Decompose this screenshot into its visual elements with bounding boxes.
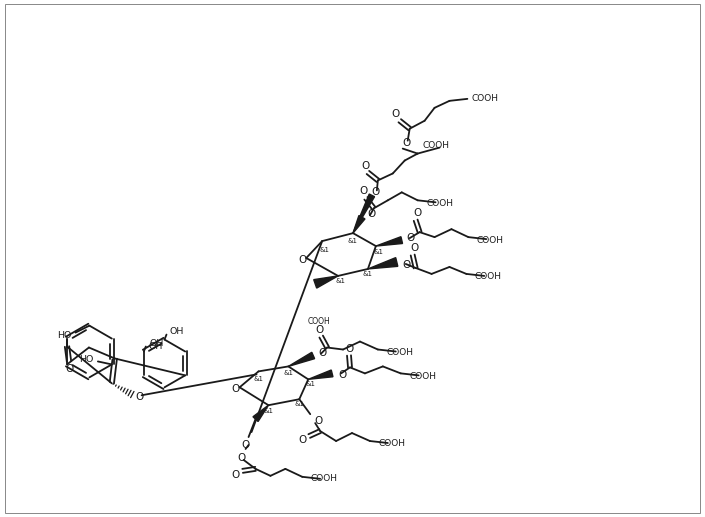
Text: COOH: COOH	[379, 438, 405, 448]
Text: COOH: COOH	[311, 474, 338, 483]
Text: O: O	[345, 343, 353, 354]
Text: COOH: COOH	[422, 141, 450, 150]
Text: O: O	[238, 453, 246, 463]
Text: COOH: COOH	[426, 199, 453, 208]
Text: &1: &1	[294, 401, 305, 407]
Polygon shape	[314, 276, 338, 288]
Text: O: O	[392, 109, 400, 119]
Polygon shape	[253, 405, 269, 421]
Text: &1: &1	[305, 382, 315, 387]
Text: OH: OH	[149, 342, 163, 351]
Text: COOH: COOH	[474, 272, 502, 281]
Text: COOH: COOH	[477, 236, 504, 245]
Text: O: O	[360, 186, 368, 196]
Text: COOH: COOH	[472, 95, 498, 103]
Text: &1: &1	[264, 408, 274, 414]
Text: O: O	[315, 325, 324, 334]
Text: O: O	[338, 370, 346, 381]
Text: O: O	[314, 416, 322, 426]
Text: &1: &1	[283, 370, 293, 376]
Polygon shape	[368, 257, 398, 269]
Text: O: O	[298, 435, 307, 445]
Text: O: O	[410, 243, 419, 253]
Text: O: O	[407, 233, 415, 243]
Text: OH: OH	[149, 339, 164, 348]
Text: COOH: COOH	[386, 348, 413, 357]
Text: O: O	[135, 392, 144, 402]
Text: O: O	[298, 255, 307, 265]
Text: &1: &1	[348, 238, 358, 244]
Polygon shape	[353, 194, 374, 233]
Polygon shape	[308, 370, 333, 379]
Text: O: O	[367, 209, 375, 219]
Text: HO: HO	[80, 355, 94, 364]
Text: COOH: COOH	[409, 372, 436, 381]
Text: O: O	[241, 440, 250, 450]
Polygon shape	[376, 237, 403, 246]
Text: OH: OH	[169, 327, 184, 336]
Text: &1: &1	[374, 249, 384, 255]
Polygon shape	[288, 352, 314, 367]
Text: O: O	[65, 364, 73, 374]
Text: O: O	[318, 348, 326, 358]
Text: &1: &1	[254, 376, 264, 383]
Text: COOH: COOH	[308, 317, 331, 326]
Text: O: O	[362, 160, 370, 171]
Text: O: O	[403, 138, 411, 148]
Text: O: O	[403, 260, 411, 270]
Text: O: O	[414, 208, 422, 218]
Text: O: O	[231, 470, 240, 480]
Text: &1: &1	[335, 278, 345, 284]
Text: O: O	[372, 187, 380, 197]
Text: &1: &1	[319, 247, 329, 253]
Text: O: O	[231, 384, 240, 394]
Text: &1: &1	[363, 271, 373, 277]
Polygon shape	[353, 216, 365, 233]
Text: HO: HO	[57, 331, 71, 340]
